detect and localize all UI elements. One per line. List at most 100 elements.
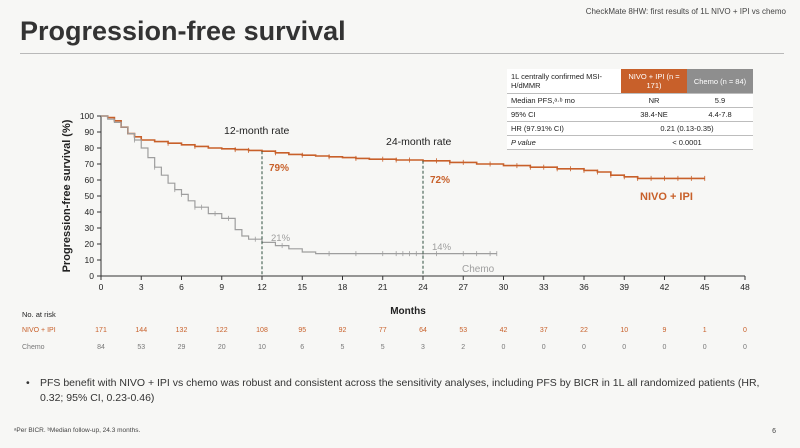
stats-value-chemo: 5.9 bbox=[687, 93, 753, 108]
risk-nivo-label: NIVO + IPI bbox=[22, 327, 56, 334]
rate24-chemo-value: 14% bbox=[432, 242, 452, 253]
risk-nivo-value: 171 bbox=[95, 327, 107, 334]
stats-head-row: 1L centrally confirmed MSI-H/dMMR NIVO +… bbox=[507, 69, 753, 94]
x-tick-label: 45 bbox=[700, 282, 710, 292]
y-tick-label: 40 bbox=[85, 207, 95, 217]
stats-label: P value bbox=[507, 135, 621, 150]
chart-annotations: 12-month rate 79% 21% 24-month rate 72% 14% bbox=[224, 125, 452, 276]
y-tick-label: 80 bbox=[85, 143, 95, 153]
study-reference: CheckMate 8HW: first results of 1L NIVO … bbox=[585, 7, 786, 16]
stats-row-hr: HR (97.91% CI) 0.21 (0.13-0.35) bbox=[507, 121, 753, 136]
risk-nivo-value: 1 bbox=[703, 327, 707, 334]
risk-chemo-value: 6 bbox=[300, 344, 304, 351]
risk-chemo-label: Chemo bbox=[22, 344, 45, 351]
risk-nivo-value: 0 bbox=[743, 327, 747, 334]
x-tick-label: 39 bbox=[620, 282, 630, 292]
stats-label: Median PFS,ᵃ·ᵇ mo bbox=[507, 93, 621, 108]
nivo-series-label: NIVO + IPI bbox=[640, 191, 693, 203]
x-axis-title: Months bbox=[390, 306, 426, 317]
chemo-series-line bbox=[101, 115, 497, 255]
rate12-label: 12-month rate bbox=[224, 125, 290, 137]
risk-chemo-value: 0 bbox=[743, 344, 747, 351]
x-tick-label: 6 bbox=[179, 282, 184, 292]
risk-nivo-value: 122 bbox=[216, 327, 228, 334]
footnote: ᵃPer BICR. ᵇMedian follow-up, 24.3 month… bbox=[14, 427, 141, 434]
y-tick-label: 90 bbox=[85, 127, 95, 137]
bullet-dot-icon: • bbox=[26, 377, 30, 389]
chemo-series-label: Chemo bbox=[462, 264, 495, 275]
risk-chemo-value: 84 bbox=[97, 344, 105, 351]
rate24-label: 24-month rate bbox=[386, 136, 452, 148]
x-tick-label: 9 bbox=[219, 282, 224, 292]
stats-row-ci: 95% CI 38.4-NE 4.4-7.8 bbox=[507, 107, 753, 122]
page-title: Progression-free survival bbox=[20, 16, 346, 46]
risk-title: No. at risk bbox=[22, 310, 56, 319]
x-tick-label: 15 bbox=[298, 282, 308, 292]
title-divider bbox=[20, 53, 784, 54]
rate12-nivo-value: 79% bbox=[269, 163, 289, 174]
risk-nivo-value: 42 bbox=[500, 327, 508, 334]
risk-nivo-value: 132 bbox=[176, 327, 188, 334]
x-tick-label: 18 bbox=[338, 282, 348, 292]
bullet-text: PFS benefit with NIVO + IPI vs chemo was… bbox=[40, 377, 760, 404]
stats-value-nivo: NR bbox=[621, 93, 687, 108]
risk-nivo-value: 108 bbox=[256, 327, 268, 334]
risk-nivo-value: 144 bbox=[135, 327, 147, 334]
page-number: 6 bbox=[772, 428, 776, 435]
x-tick-label: 24 bbox=[418, 282, 428, 292]
risk-chemo-value: 2 bbox=[461, 344, 465, 351]
x-tick-label: 21 bbox=[378, 282, 388, 292]
risk-nivo-value: 95 bbox=[298, 327, 306, 334]
risk-chemo-value: 0 bbox=[542, 344, 546, 351]
y-tick-label: 70 bbox=[85, 159, 95, 169]
x-tick-label: 36 bbox=[579, 282, 589, 292]
risk-chemo-value: 53 bbox=[137, 344, 145, 351]
y-tick-label: 20 bbox=[85, 239, 95, 249]
y-tick-label: 0 bbox=[89, 271, 94, 281]
risk-nivo-value: 64 bbox=[419, 327, 427, 334]
stats-value-chemo: 4.4-7.8 bbox=[687, 107, 753, 122]
risk-chemo-value: 10 bbox=[258, 344, 266, 351]
x-tick-label: 0 bbox=[99, 282, 104, 292]
x-tick-label: 12 bbox=[257, 282, 267, 292]
stats-label: HR (97.91% CI) bbox=[507, 121, 621, 136]
risk-nivo-value: 9 bbox=[663, 327, 667, 334]
bullet-point: • PFS benefit with NIVO + IPI vs chemo w… bbox=[26, 376, 776, 406]
x-tick-label: 48 bbox=[740, 282, 750, 292]
chart-series: NIVO + IPI Chemo bbox=[101, 115, 706, 275]
stats-hr-value: 0.21 (0.13-0.35) bbox=[621, 121, 753, 136]
risk-chemo-value: 0 bbox=[703, 344, 707, 351]
risk-chemo-value: 0 bbox=[663, 344, 667, 351]
stats-value-nivo: 38.4-NE bbox=[621, 107, 687, 122]
stats-table: 1L centrally confirmed MSI-H/dMMR NIVO +… bbox=[507, 69, 753, 150]
y-axis-title: Progression-free survival (%) bbox=[61, 119, 73, 272]
x-tick-label: 30 bbox=[499, 282, 509, 292]
rate12-chemo-value: 21% bbox=[271, 233, 291, 244]
km-chart: 0 3 6 9 12 15 18 21 24 27 30 33 36 39 42 45 480102030405… bbox=[22, 111, 750, 351]
rate24-nivo-value: 72% bbox=[430, 175, 450, 186]
risk-nivo-value: 53 bbox=[459, 327, 467, 334]
stats-p-value: < 0.0001 bbox=[621, 135, 753, 150]
risk-nivo-value: 22 bbox=[580, 327, 588, 334]
y-tick-label: 60 bbox=[85, 175, 95, 185]
y-tick-label: 10 bbox=[85, 255, 95, 265]
risk-chemo-value: 5 bbox=[341, 344, 345, 351]
risk-nivo-value: 77 bbox=[379, 327, 387, 334]
risk-chemo-value: 0 bbox=[622, 344, 626, 351]
stats-row-p: P value < 0.0001 bbox=[507, 135, 753, 150]
stats-row-median: Median PFS,ᵃ·ᵇ mo NR 5.9 bbox=[507, 93, 753, 108]
x-tick-label: 3 bbox=[139, 282, 144, 292]
stats-head-nivo: NIVO + IPI (n = 171) bbox=[621, 69, 687, 94]
risk-chemo-value: 20 bbox=[218, 344, 226, 351]
risk-chemo-value: 3 bbox=[421, 344, 425, 351]
risk-nivo-value: 92 bbox=[339, 327, 347, 334]
chart-axes: 0 3 6 9 12 15 18 21 24 27 30 33 36 39 42 45 480102030405… bbox=[61, 111, 750, 317]
stats-head-label: 1L centrally confirmed MSI-H/dMMR bbox=[507, 69, 621, 94]
y-tick-label: 100 bbox=[80, 111, 94, 121]
y-tick-label: 30 bbox=[85, 223, 95, 233]
x-tick-label: 33 bbox=[539, 282, 549, 292]
risk-chemo-value: 0 bbox=[502, 344, 506, 351]
risk-chemo-value: 0 bbox=[582, 344, 586, 351]
risk-chemo-value: 29 bbox=[178, 344, 186, 351]
